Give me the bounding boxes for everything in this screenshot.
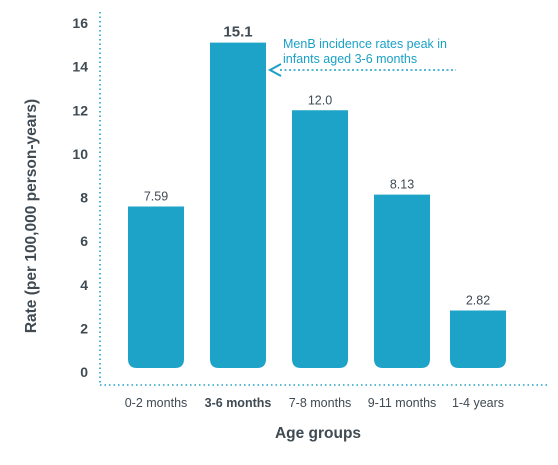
y-tick-label: 8 [80,190,88,206]
x-tick-label: 3-6 months [205,396,272,410]
bar-1-4-years [450,310,506,368]
bar-7-8-months [292,110,348,368]
y-tick-label: 4 [80,277,88,293]
annotation-line-1: MenB incidence rates peak in [283,37,447,51]
y-tick-label: 0 [80,364,88,380]
x-axis-title: Age groups [275,425,361,442]
data-label: 8.13 [390,178,414,192]
x-tick-label: 0-2 months [125,396,188,410]
y-tick-label: 10 [72,146,88,162]
data-labels: 7.59 15.1 12.0 8.13 2.82 [144,24,490,308]
data-label: 15.1 [223,24,252,41]
x-tick-label: 7-8 months [289,396,352,410]
x-tick-label: 1-4 years [452,396,504,410]
y-tick-label: 6 [80,233,88,249]
y-axis-ticks: 0 2 4 6 8 10 12 14 16 [72,15,88,380]
y-tick-label: 14 [72,59,88,75]
annotation-line-2: infants aged 3-6 months [283,52,417,66]
bars [128,42,506,368]
y-tick-label: 12 [72,102,88,118]
y-axis-title: Rate (per 100,000 person-years) [23,99,40,333]
category-labels: 0-2 months 3-6 months 7-8 months 9-11 month… [125,396,504,410]
bar-0-2-months [128,206,184,368]
y-tick-label: 16 [72,15,88,31]
bar-3-6-months [210,42,266,368]
y-tick-label: 2 [80,320,88,336]
annotation-arrow-head [267,63,282,77]
annotation: MenB incidence rates peak in infants age… [267,37,456,77]
bar-9-11-months [374,194,430,368]
data-label: 2.82 [466,293,490,307]
data-label: 7.59 [144,189,168,203]
data-label: 12.0 [308,93,332,107]
x-tick-label: 9-11 months [368,396,437,410]
